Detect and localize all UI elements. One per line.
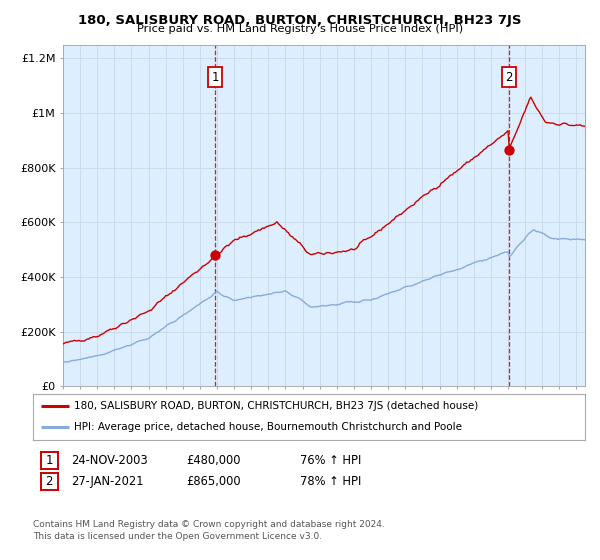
Text: 1: 1 — [212, 71, 219, 84]
Text: 76% ↑ HPI: 76% ↑ HPI — [300, 454, 361, 467]
Text: 180, SALISBURY ROAD, BURTON, CHRISTCHURCH, BH23 7JS (detached house): 180, SALISBURY ROAD, BURTON, CHRISTCHURC… — [74, 401, 479, 411]
Point — [505, 146, 514, 155]
Text: 78% ↑ HPI: 78% ↑ HPI — [300, 475, 361, 488]
Text: 2: 2 — [46, 475, 53, 488]
Text: HPI: Average price, detached house, Bournemouth Christchurch and Poole: HPI: Average price, detached house, Bour… — [74, 422, 463, 432]
Text: 2: 2 — [505, 71, 513, 84]
Text: £480,000: £480,000 — [186, 454, 241, 467]
Point — [211, 251, 220, 260]
Text: 24-NOV-2003: 24-NOV-2003 — [71, 454, 148, 467]
Text: 180, SALISBURY ROAD, BURTON, CHRISTCHURCH, BH23 7JS: 180, SALISBURY ROAD, BURTON, CHRISTCHURC… — [78, 14, 522, 27]
Text: £865,000: £865,000 — [186, 475, 241, 488]
Text: 1: 1 — [46, 454, 53, 467]
Text: 27-JAN-2021: 27-JAN-2021 — [71, 475, 143, 488]
Text: Price paid vs. HM Land Registry's House Price Index (HPI): Price paid vs. HM Land Registry's House … — [137, 24, 463, 34]
Text: Contains HM Land Registry data © Crown copyright and database right 2024.
This d: Contains HM Land Registry data © Crown c… — [33, 520, 385, 541]
